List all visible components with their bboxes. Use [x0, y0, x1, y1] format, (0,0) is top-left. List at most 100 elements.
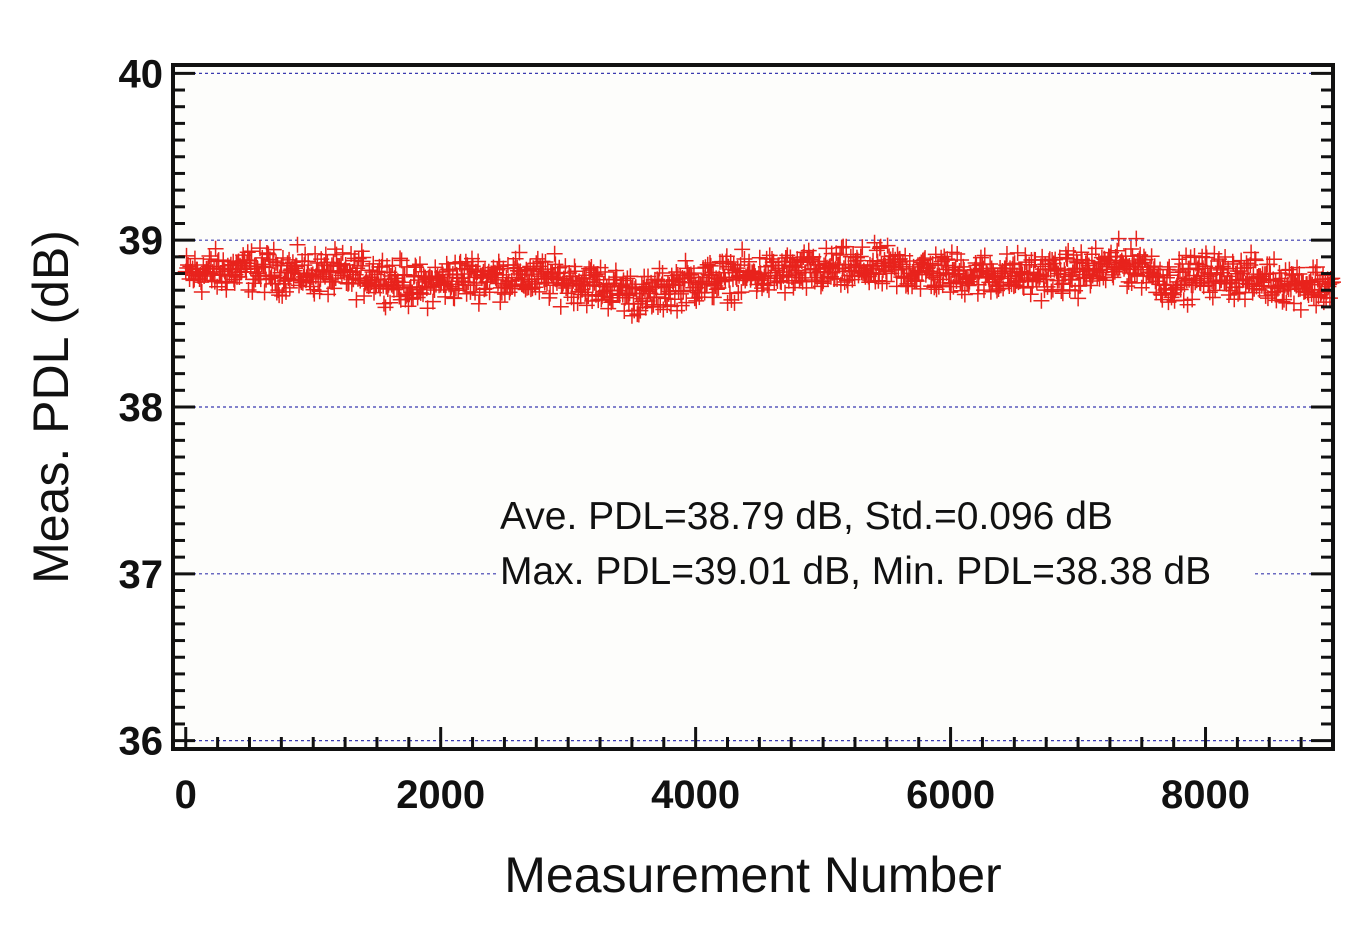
data-point-marker — [908, 273, 925, 290]
data-point-marker — [871, 266, 888, 283]
data-point-marker — [655, 301, 672, 318]
data-point-marker — [1110, 230, 1127, 247]
data-point-marker — [291, 271, 308, 288]
data-point-marker — [559, 285, 576, 302]
data-point-marker — [1198, 249, 1215, 266]
data-point-marker — [1006, 255, 1023, 272]
data-point-marker — [1274, 293, 1291, 310]
data-point-marker — [804, 250, 821, 267]
x-tick-label: 2000 — [396, 773, 485, 817]
data-point-marker — [569, 294, 586, 311]
data-point-marker — [355, 249, 372, 266]
data-point-marker — [369, 263, 386, 280]
data-point-marker — [504, 278, 521, 295]
data-point-marker — [848, 249, 865, 266]
data-point-marker — [672, 285, 689, 302]
x-axis-title: Measurement Number — [504, 847, 1001, 903]
data-point-marker — [201, 248, 218, 265]
data-point-marker — [751, 249, 768, 266]
data-point-marker — [1303, 285, 1320, 302]
data-point-marker — [925, 269, 942, 286]
data-point-marker — [688, 292, 705, 309]
data-point-marker — [1224, 253, 1241, 270]
data-point-marker — [956, 286, 973, 303]
data-point-marker — [541, 289, 558, 306]
data-point-marker — [511, 244, 528, 261]
data-point-marker — [1204, 289, 1221, 306]
data-point-marker — [619, 270, 636, 287]
data-point-marker — [281, 279, 298, 296]
data-point-marker — [648, 288, 665, 305]
data-point-marker — [567, 263, 584, 280]
data-point-marker — [265, 241, 282, 258]
x-tick-label: 0 — [175, 773, 197, 817]
data-point-marker — [494, 266, 511, 283]
data-point-marker — [723, 291, 740, 308]
data-point-marker — [658, 279, 675, 296]
data-point-marker — [1257, 287, 1274, 304]
data-point-marker — [356, 287, 373, 304]
data-point-marker — [1292, 301, 1309, 318]
data-point-marker — [196, 268, 213, 285]
data-point-marker — [1033, 292, 1050, 309]
data-point-marker — [654, 264, 671, 281]
data-point-marker — [415, 286, 432, 303]
data-point-marker — [893, 269, 910, 286]
data-point-marker — [630, 306, 647, 323]
data-point-marker — [633, 290, 650, 307]
data-point-marker — [353, 257, 370, 274]
data-point-marker — [910, 264, 927, 281]
data-point-marker — [334, 244, 351, 261]
data-point-marker — [1034, 248, 1051, 265]
data-point-marker — [641, 281, 658, 298]
data-point-marker — [1236, 291, 1253, 308]
data-point-marker — [1163, 289, 1180, 306]
data-point-marker — [465, 277, 482, 294]
data-point-marker — [1054, 285, 1071, 302]
data-point-marker — [1212, 261, 1229, 278]
data-point-marker — [491, 258, 508, 275]
data-point-marker — [1143, 248, 1160, 265]
data-point-marker — [341, 262, 358, 279]
data-point-marker — [1186, 248, 1203, 265]
data-point-marker — [971, 263, 988, 280]
data-point-marker — [1070, 290, 1087, 307]
data-point-marker — [1122, 240, 1139, 257]
data-point-marker — [955, 258, 972, 275]
data-point-marker — [1044, 281, 1061, 298]
data-point-marker — [651, 260, 668, 277]
data-point-marker — [321, 271, 338, 288]
data-point-marker — [969, 285, 986, 302]
data-point-marker — [1158, 269, 1175, 286]
data-point-marker — [813, 273, 830, 290]
data-point-marker — [375, 295, 392, 312]
data-point-marker — [1197, 258, 1214, 275]
data-point-marker — [764, 251, 781, 268]
data-point-marker — [1009, 244, 1026, 261]
data-point-marker — [382, 294, 399, 311]
data-point-marker — [627, 279, 644, 296]
data-point-marker — [1238, 255, 1255, 272]
data-point-marker — [992, 277, 1009, 294]
data-point-marker — [1268, 292, 1285, 309]
data-point-marker — [1058, 249, 1075, 266]
data-point-marker — [458, 285, 475, 302]
x-tick-label: 4000 — [651, 773, 740, 817]
data-point-marker — [622, 268, 639, 285]
data-point-marker — [1064, 272, 1081, 289]
data-point-marker — [756, 268, 773, 285]
y-tick-label: 37 — [119, 553, 164, 597]
data-point-marker — [894, 256, 911, 273]
data-point-marker — [620, 287, 637, 304]
data-point-marker — [678, 294, 695, 311]
data-point-marker — [717, 272, 734, 289]
data-point-marker — [852, 248, 869, 265]
data-point-marker — [386, 270, 403, 287]
data-point-marker — [447, 280, 464, 297]
data-points — [177, 230, 1341, 324]
data-point-marker — [278, 283, 295, 300]
data-point-marker — [418, 280, 435, 297]
data-point-marker — [441, 262, 458, 279]
data-point-marker — [998, 245, 1015, 262]
data-point-marker — [1129, 266, 1146, 283]
